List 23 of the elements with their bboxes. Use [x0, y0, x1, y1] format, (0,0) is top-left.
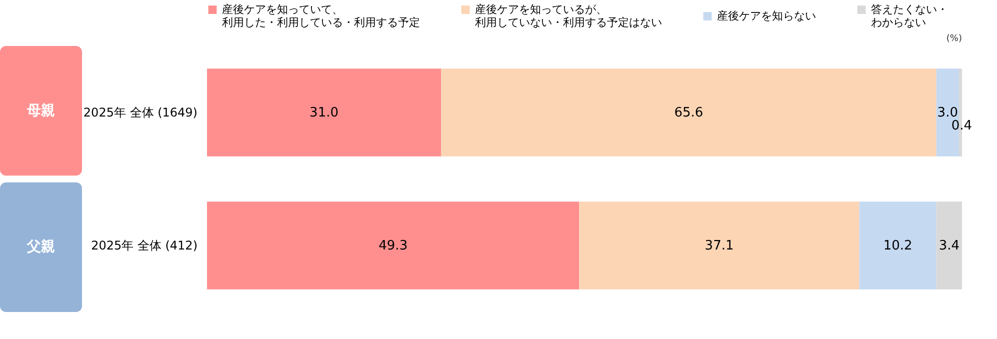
text: 母親	[26, 102, 55, 119]
data-label: 0.4	[951, 118, 972, 134]
text: 父親	[26, 238, 55, 256]
data-label: 49.3	[378, 238, 408, 254]
text: (%)	[946, 34, 962, 44]
y-tick-label: 2025年 全体 (412)	[91, 238, 198, 252]
bar	[859, 202, 936, 290]
legend-label: 答えたくない・わからない	[871, 2, 948, 29]
data-label: 65.6	[674, 106, 704, 120]
data-label: 3.0	[937, 106, 958, 120]
legend-label: 産後ケアを知っているが、利用していない・利用する予定はない	[475, 2, 662, 29]
data-label: 3.4	[938, 238, 960, 254]
data-label: 31.0	[310, 106, 338, 120]
bar	[207, 68, 442, 156]
data-label: 37.1	[704, 238, 734, 254]
bar	[207, 202, 580, 290]
bar	[579, 202, 860, 290]
y-tick-label: 2025年 全体 (1649)	[83, 106, 198, 120]
data-label: 10.2	[883, 238, 912, 254]
legend-label: 産後ケアを知っていて、利用した・利用している・利用する予定	[222, 2, 420, 29]
bar	[936, 202, 962, 290]
legend-label: 産後ケアを知らない	[717, 9, 816, 22]
bar	[441, 68, 936, 156]
